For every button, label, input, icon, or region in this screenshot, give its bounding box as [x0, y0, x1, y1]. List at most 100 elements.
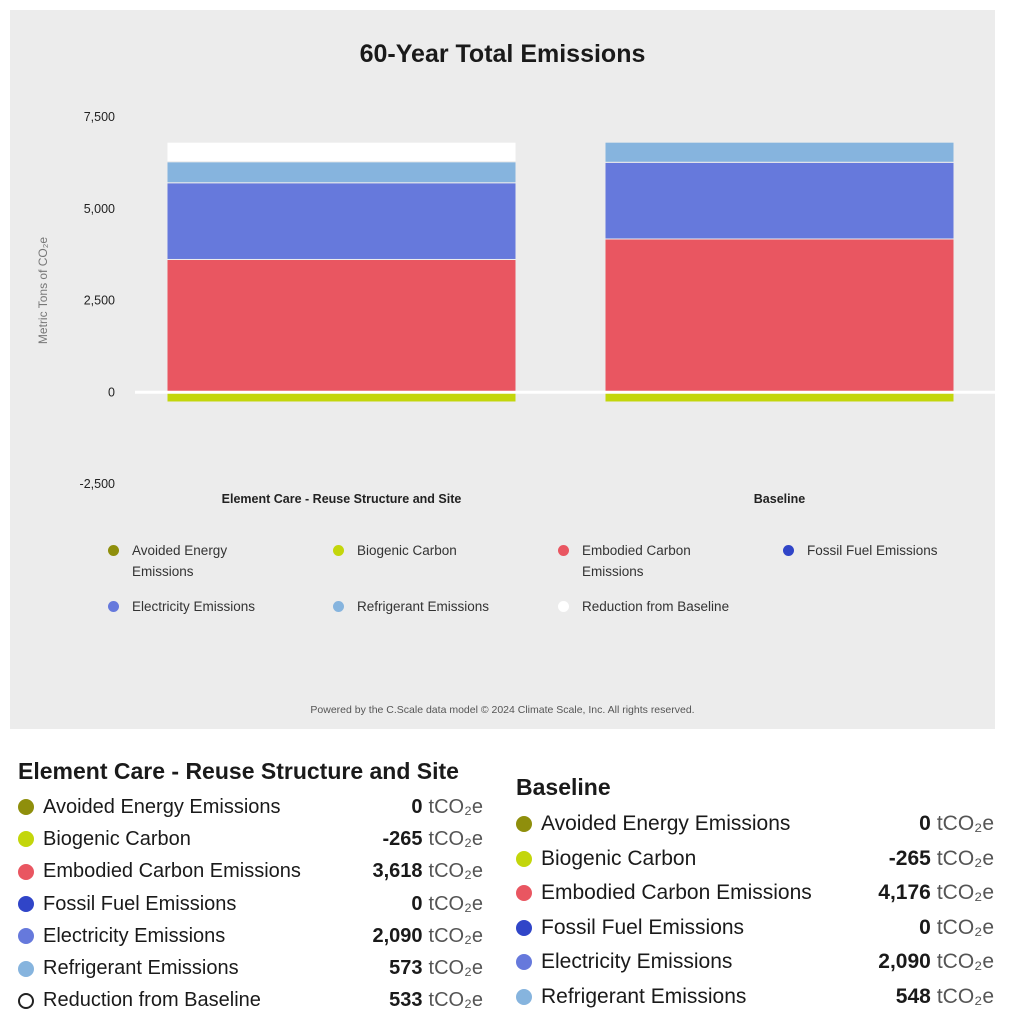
x-tick-label: Baseline [754, 492, 805, 506]
summary-label: Embodied Carbon Emissions [541, 881, 812, 905]
legend-item[interactable]: Refrigerant Emissions [333, 596, 558, 617]
legend-item[interactable]: Avoided Energy Emissions [108, 540, 333, 582]
summary-rows: Avoided Energy Emissions 0 tCO₂e Biogenic C… [516, 807, 994, 1014]
summary-value: 0 [919, 915, 931, 939]
legend-label: Refrigerant Emissions [357, 599, 490, 614]
legend-label: Electricity Emissions [132, 599, 256, 614]
summary-unit: tCO₂e [936, 950, 994, 974]
bar-segment [604, 161, 955, 240]
summary-value: 0 [411, 892, 423, 915]
summary-title: Element Care - Reuse Structure and Site [18, 758, 459, 784]
summary-value: 533 [389, 989, 423, 1012]
summary-unit: tCO₂e [428, 924, 483, 947]
summary-value: -265 [382, 827, 423, 850]
summary-label: Electricity Emissions [43, 924, 226, 947]
footer-note: Powered by the C.Scale data model © 2024… [310, 704, 695, 716]
legend-item[interactable]: Embodied Carbon Emissions [558, 540, 783, 582]
legend-label: Biogenic Carbon [357, 543, 457, 558]
summary-row: Fossil Fuel Emissions 0 tCO₂e [516, 911, 994, 946]
legend-label: Embodied Carbon Emissions [582, 543, 691, 579]
summary-row: Electricity Emissions 2,090 tCO₂e [516, 945, 994, 980]
summary-value: 4,176 [878, 881, 931, 905]
legend-label: Avoided Energy Emissions [132, 543, 228, 579]
summary-value: -265 [888, 846, 931, 870]
chart-legend: Avoided Energy Emissions Biogenic Carbon E… [108, 540, 978, 617]
summary-row: Biogenic Carbon -265 tCO₂e [18, 823, 483, 855]
legend-item[interactable]: Fossil Fuel Emissions [783, 540, 978, 582]
y-tick-label: 7,500 [84, 110, 115, 124]
summary-row: Biogenic Carbon -265 tCO₂e [516, 842, 994, 877]
legend-label: Reduction from Baseline [582, 599, 730, 614]
summary-value: 2,090 [878, 950, 931, 974]
legend-item[interactable]: Biogenic Carbon [333, 540, 558, 582]
summary-label: Avoided Energy Emissions [43, 795, 281, 818]
summary-value: 2,090 [372, 924, 423, 947]
y-tick-label: -2,500 [80, 477, 115, 491]
summary-unit: tCO₂e [936, 812, 994, 836]
series-dot-icon [18, 896, 34, 913]
series-dot-icon [18, 831, 34, 848]
legend-label: Fossil Fuel Emissions [807, 543, 938, 558]
y-tick-label: 2,500 [84, 294, 115, 308]
bar-segment [166, 182, 517, 260]
chart-panel: 60-Year Total Emissions 7,500 5,000 2,500 0… [10, 10, 995, 729]
summary-unit: tCO₂e [428, 892, 483, 915]
summary-baseline: Baseline Avoided Energy Emissions 0 tCO₂e B… [516, 774, 994, 1014]
series-dot-icon [516, 816, 532, 833]
series-dot-icon [18, 928, 34, 945]
summary-rows: Avoided Energy Emissions 0 tCO₂e Biogenic C… [18, 791, 483, 1017]
bar-segment [604, 141, 955, 163]
legend-swatch-icon [333, 601, 344, 612]
y-tick-label: 0 [108, 385, 115, 399]
summary-unit: tCO₂e [428, 957, 483, 980]
summary-unit: tCO₂e [936, 846, 994, 870]
summary-value: 573 [389, 957, 423, 980]
legend-item[interactable]: Reduction from Baseline [558, 596, 783, 617]
stacked-bar-chart: 7,500 5,000 2,500 0 -2,500 Metric Tons of CO₂… [36, 110, 995, 506]
summary-label: Biogenic Carbon [541, 846, 697, 870]
summary-label: Reduction from Baseline [43, 989, 261, 1012]
bar-segment [604, 238, 955, 393]
summary-unit: tCO₂e [936, 915, 994, 939]
legend-item[interactable]: Electricity Emissions [108, 596, 333, 617]
summary-value: 0 [411, 795, 423, 818]
summary-unit: tCO₂e [428, 989, 483, 1012]
summary-label: Refrigerant Emissions [43, 957, 239, 980]
bar-segment [166, 161, 517, 184]
summary-row: Embodied Carbon Emissions 3,618 tCO₂e [18, 856, 483, 888]
summary-title: Baseline [516, 774, 611, 800]
summary-label: Refrigerant Emissions [541, 984, 747, 1008]
summary-unit: tCO₂e [936, 881, 994, 905]
summary-value: 3,618 [372, 860, 423, 883]
summary-unit: tCO₂e [428, 827, 483, 850]
bar-segment [166, 141, 517, 163]
summary-row: Electricity Emissions 2,090 tCO₂e [18, 920, 483, 952]
summary-element-care: Element Care - Reuse Structure and Site … [18, 758, 483, 1017]
legend-swatch-icon [558, 545, 569, 556]
summary-label: Biogenic Carbon [43, 827, 191, 850]
series-dot-icon [516, 850, 532, 867]
series-dot-icon [18, 863, 34, 880]
summary-row: Reduction from Baseline 533 tCO₂e [18, 985, 483, 1017]
summary-unit: tCO₂e [936, 984, 994, 1008]
series-dot-icon [516, 885, 532, 902]
summary-value: 548 [895, 984, 931, 1008]
series-dot-icon [516, 954, 532, 971]
series-dot-icon [516, 988, 532, 1005]
summary-label: Embodied Carbon Emissions [43, 860, 301, 883]
series-dot-icon [18, 960, 34, 977]
summary-value: 0 [919, 812, 931, 836]
x-tick-label: Element Care - Reuse Structure and Site [222, 492, 462, 506]
summary-row: Refrigerant Emissions 573 tCO₂e [18, 952, 483, 984]
summary-row: Embodied Carbon Emissions 4,176 tCO₂e [516, 876, 994, 911]
summary-row: Refrigerant Emissions 548 tCO₂e [516, 980, 994, 1015]
summary-label: Avoided Energy Emissions [541, 812, 791, 836]
summary-unit: tCO₂e [428, 795, 483, 818]
summary-row: Avoided Energy Emissions 0 tCO₂e [516, 807, 994, 842]
summary-row: Avoided Energy Emissions 0 tCO₂e [18, 791, 483, 823]
series-dot-icon [18, 799, 34, 816]
summary-label: Fossil Fuel Emissions [541, 915, 745, 939]
summary-unit: tCO₂e [428, 860, 483, 883]
summary-label: Electricity Emissions [541, 950, 733, 974]
legend-swatch-icon [108, 545, 119, 556]
